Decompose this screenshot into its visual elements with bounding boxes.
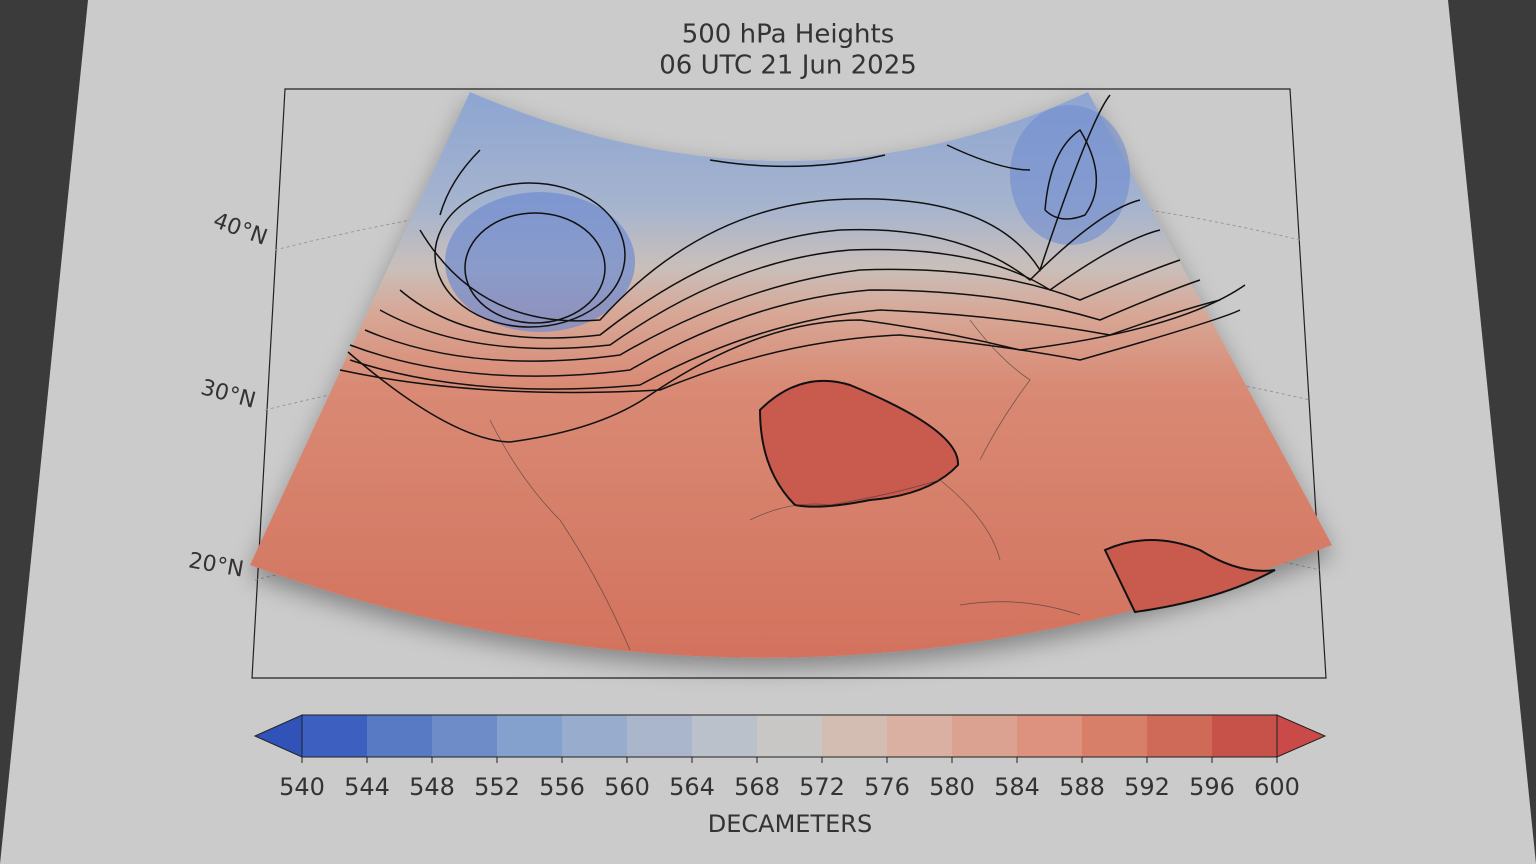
colorbar-bin: [757, 715, 822, 757]
colorbar-bin: [692, 715, 757, 757]
low-west: [445, 192, 635, 332]
colorbar-bin: [367, 715, 432, 757]
colorbar-tick-label: 588: [1059, 773, 1105, 801]
colorbar-bin: [1212, 715, 1277, 757]
map-frame: [251, 88, 1327, 679]
low-east: [1010, 105, 1130, 245]
colorbar-tick-label: 568: [734, 773, 780, 801]
colorbar-tick-label: 580: [929, 773, 975, 801]
colorbar-tick-label: 592: [1124, 773, 1170, 801]
colorbar-bin: [562, 715, 627, 757]
colorbar-bin: [1147, 715, 1212, 757]
colorbar-tick-label: 600: [1254, 773, 1300, 801]
colorbar-outline: [301, 714, 1278, 758]
contours: [339, 94, 1246, 443]
colorbar-bin: [1082, 715, 1147, 757]
colorbar-tick-label: 572: [799, 773, 845, 801]
colorbar-tick-label: 544: [344, 773, 390, 801]
title-line: 06 UTC 21 Jun 2025: [659, 51, 917, 81]
coastlines: [489, 319, 1081, 651]
colorbar-label: DECAMETERS: [708, 810, 872, 838]
colorbar-tick-label: 576: [864, 773, 910, 801]
colorbar-bin: [822, 715, 887, 757]
colorbar-bin: [302, 715, 367, 757]
colorbar-bin: [627, 715, 692, 757]
title-line: 500 hPa Heights: [682, 20, 895, 50]
colorbar-bin: [952, 715, 1017, 757]
colorbar-bin: [1017, 715, 1082, 757]
colorbar-bin: [432, 715, 497, 757]
colorbar-tick-label: 596: [1189, 773, 1235, 801]
colorbar-tick-label: 540: [279, 773, 325, 801]
colorbar-tick-label: 564: [669, 773, 715, 801]
high-caribbean: [1103, 539, 1276, 614]
colorbar-tick-label: 560: [604, 773, 650, 801]
colorbar-tick-label: 548: [409, 773, 455, 801]
colorbar-bin: [497, 715, 562, 757]
colorbar-tick-label: 584: [994, 773, 1040, 801]
colorbar-tick-label: 552: [474, 773, 520, 801]
colorbar: 540 544 548 552 556 560 564 568 572 576 580 584 588 5…: [253, 714, 1327, 801]
colorbar-bin: [887, 715, 952, 757]
colorbar-tick-label: 556: [539, 773, 585, 801]
